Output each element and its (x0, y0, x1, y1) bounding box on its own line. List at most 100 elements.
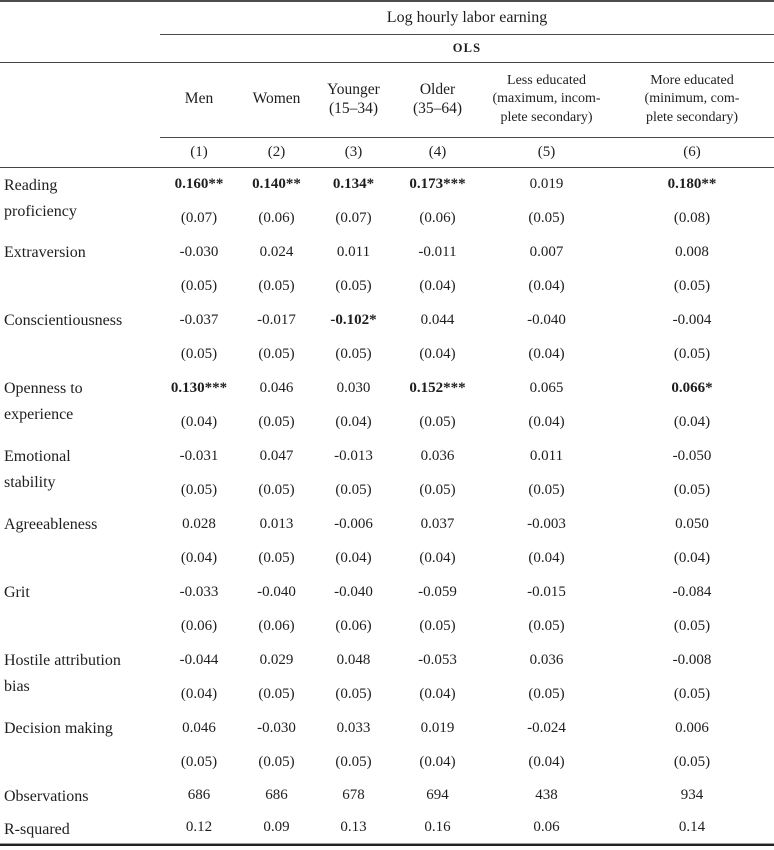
standard-error-cell: (0.05) (419, 481, 456, 498)
summary-value-cell: 0.14 (678, 819, 706, 835)
summary-value-cell: 0.06 (533, 819, 560, 835)
column-header-more-educated: More educated (minimum, com- plete secon… (610, 62, 774, 138)
standard-error-cell: (0.05) (258, 345, 295, 362)
coefficient-cell: 0.173*** (409, 175, 466, 192)
standard-error-row: (0.05) (0.05) (0.05) (0.04) (0.04) (0.05… (0, 269, 774, 303)
coefficient-cell: 0.160** (174, 175, 224, 192)
standard-error-row: (0.05) (0.05) (0.05) (0.05) (0.05) (0.05… (0, 473, 774, 507)
standard-error-cell: (0.04) (335, 413, 372, 430)
coefficient-cell: -0.040 (527, 311, 566, 328)
standard-error-row: (0.04) (0.05) (0.04) (0.05) (0.04) (0.04… (0, 405, 774, 439)
standard-error-row: (0.05) (0.05) (0.05) (0.04) (0.04) (0.05… (0, 745, 774, 779)
standard-error-cell: (0.05) (258, 481, 295, 498)
standard-error-cell: (0.05) (335, 277, 372, 294)
coefficient-cell: 0.140** (252, 175, 301, 192)
summary-value-cell: 678 (342, 787, 365, 803)
standard-error-cell: (0.05) (673, 345, 711, 362)
column-header-less-educated: Less educated (maximum, incom- plete sec… (483, 62, 610, 138)
coefficient-cell: -0.008 (672, 651, 712, 668)
variable-name: Openness to experience (4, 380, 83, 423)
column-number: (1) (160, 137, 238, 168)
column-number: (6) (610, 137, 774, 168)
coefficient-cell: 0.029 (259, 651, 294, 668)
coefficient-cell: 0.044 (420, 311, 455, 328)
coefficient-cell: 0.134* (332, 175, 375, 192)
standard-error-cell: (0.04) (528, 413, 565, 430)
variable-name: Reading proficiency (4, 176, 77, 220)
coefficient-cell: 0.013 (259, 515, 294, 532)
summary-value-cell: 0.13 (340, 819, 367, 835)
summary-value-cell: 0.16 (424, 819, 451, 835)
standard-error-cell: (0.05) (673, 753, 711, 770)
coefficient-row: Conscientiousness -0.037 -0.017 -0.102* … (0, 303, 774, 337)
coefficient-cell: 0.024 (259, 243, 294, 260)
coefficient-cell: 0.046 (182, 719, 216, 736)
standard-error-cell: (0.05) (180, 481, 218, 498)
coefficient-cell: 0.011 (529, 447, 564, 464)
coefficient-cell: 0.152*** (409, 379, 466, 396)
column-number: (4) (392, 137, 483, 168)
standard-error-cell: (0.05) (180, 345, 218, 362)
coefficient-cell: -0.030 (179, 243, 219, 260)
coefficient-row: Grit -0.033 -0.040 -0.040 -0.059 -0.015 … (0, 575, 774, 609)
summary-value-cell: 0.12 (185, 819, 213, 835)
coefficient-row: Decision making 0.046 -0.030 0.033 0.019… (0, 711, 774, 745)
standard-error-cell: (0.06) (258, 209, 295, 226)
standard-error-cell: (0.05) (335, 685, 372, 702)
variable-name: Conscientiousness (4, 312, 123, 329)
bottom-rule-thick (0, 844, 774, 846)
standard-error-cell: (0.06) (419, 209, 456, 226)
standard-error-cell: (0.05) (528, 209, 565, 226)
standard-error-row: (0.04) (0.05) (0.04) (0.04) (0.04) (0.04… (0, 541, 774, 575)
standard-error-cell: (0.04) (673, 549, 711, 566)
standard-error-cell: (0.06) (258, 617, 295, 634)
coefficient-cell: 0.019 (529, 175, 564, 192)
standard-error-cell: (0.05) (528, 481, 565, 498)
summary-value-cell: 0.09 (263, 819, 290, 835)
coefficient-cell: -0.017 (257, 311, 296, 328)
standard-error-cell: (0.04) (180, 549, 218, 566)
coefficient-cell: 0.050 (675, 515, 709, 532)
summary-value-cell: 686 (265, 787, 288, 803)
standard-error-cell: (0.05) (673, 617, 711, 634)
blank-cell (0, 2, 160, 34)
column-number: (3) (315, 137, 392, 168)
method-row: OLS (0, 34, 774, 63)
coefficient-cell: -0.040 (257, 583, 296, 600)
coefficient-cell: -0.003 (527, 515, 566, 532)
standard-error-cell: (0.05) (258, 549, 295, 566)
standard-error-cell: (0.04) (528, 549, 565, 566)
dependent-variable-row: Log hourly labor earning (0, 2, 774, 35)
standard-error-cell: (0.05) (673, 277, 711, 294)
standard-error-cell: (0.05) (180, 753, 218, 770)
top-rule (0, 0, 774, 2)
coefficient-cell: -0.102* (330, 311, 377, 328)
coefficient-cell: -0.011 (418, 243, 457, 260)
summary-row-label: Observations (4, 788, 89, 805)
standard-error-cell: (0.06) (335, 617, 372, 634)
standard-error-cell: (0.04) (419, 753, 456, 770)
coefficient-cell: -0.053 (418, 651, 457, 668)
coefficient-cell: 0.033 (336, 719, 371, 736)
standard-error-cell: (0.04) (419, 345, 456, 362)
standard-error-cell: (0.05) (335, 345, 372, 362)
standard-error-cell: (0.04) (528, 753, 565, 770)
coefficient-cell: 0.036 (420, 447, 455, 464)
coefficient-cell: -0.006 (334, 515, 373, 532)
coefficient-cell: -0.031 (179, 447, 219, 464)
standard-error-cell: (0.05) (180, 277, 218, 294)
standard-error-cell: (0.04) (419, 277, 456, 294)
summary-value-cell: 438 (535, 787, 558, 803)
coefficient-cell: 0.030 (336, 379, 371, 396)
coefficient-cell: -0.033 (179, 583, 219, 600)
standard-error-cell: (0.05) (258, 685, 295, 702)
variable-name: Hostile attribution bias (4, 652, 121, 695)
variable-name: Decision making (4, 720, 113, 737)
coefficient-row: Openness to experience 0.130*** 0.046 0.… (0, 371, 774, 424)
variable-name: Emotional stability (4, 448, 71, 491)
standard-error-cell: (0.05) (419, 617, 456, 634)
standard-error-cell: (0.05) (528, 617, 565, 634)
coefficient-cell: -0.044 (179, 651, 219, 668)
coefficient-cell: 0.066* (671, 379, 713, 396)
